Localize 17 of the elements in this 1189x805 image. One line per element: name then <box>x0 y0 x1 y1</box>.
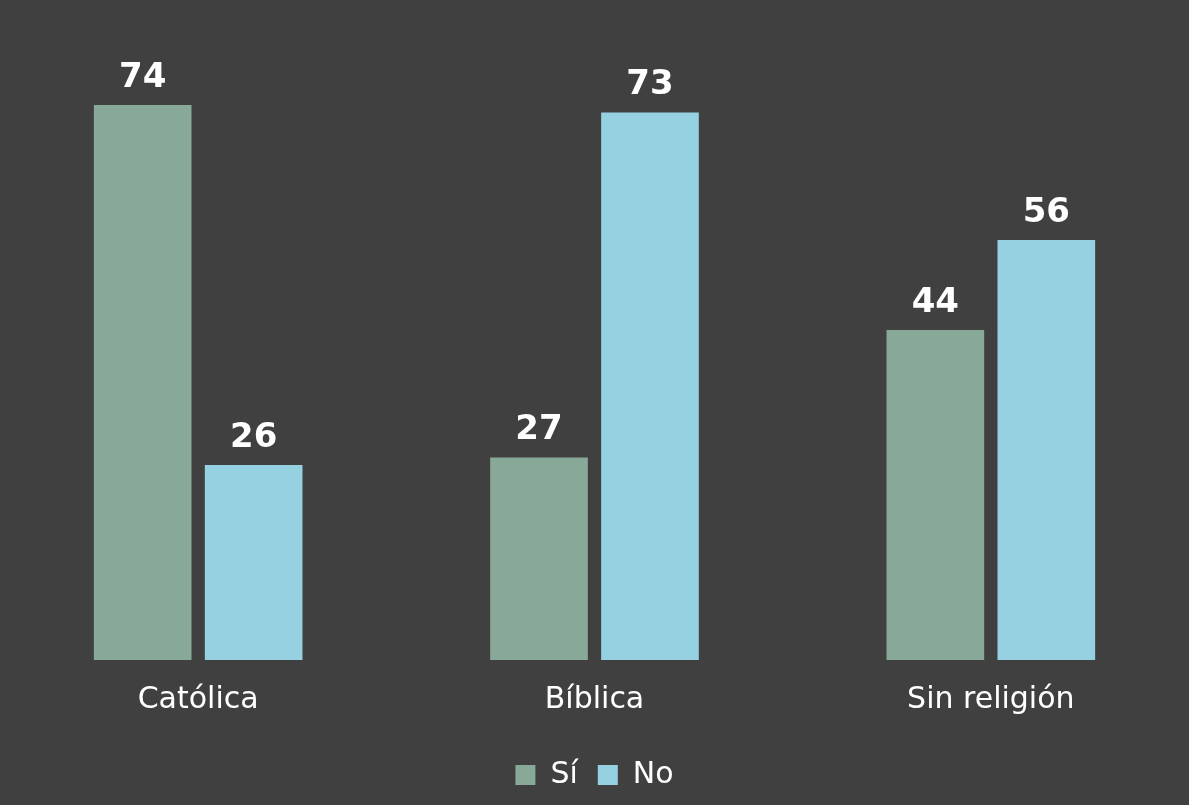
bar <box>886 330 985 660</box>
data-label: 44 <box>911 279 960 320</box>
data-label: 26 <box>229 414 278 455</box>
data-label: 74 <box>119 54 167 95</box>
bar <box>601 112 699 660</box>
legend-label: Sí <box>550 754 580 790</box>
data-label: 27 <box>515 407 563 448</box>
bar <box>204 465 303 660</box>
x-tick-label: Católica <box>137 679 259 715</box>
data-label: 56 <box>1022 189 1070 230</box>
bar <box>490 457 588 660</box>
bar <box>997 240 1096 660</box>
x-tick-label: Bíblica <box>544 679 645 715</box>
bar <box>93 105 192 660</box>
data-label: 73 <box>626 62 674 103</box>
x-tick-label: Sin religión <box>907 679 1075 715</box>
legend-label: No <box>632 754 674 790</box>
